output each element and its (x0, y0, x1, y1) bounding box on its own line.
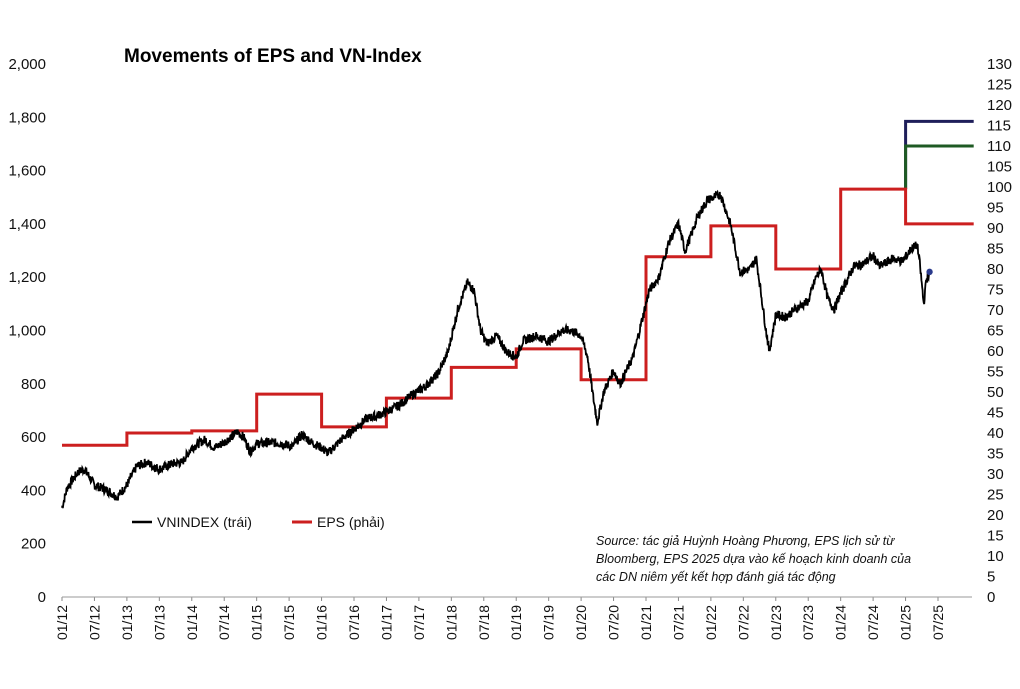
right-tick-label: 15 (987, 528, 1004, 545)
left-tick-label: 1,200 (8, 269, 46, 286)
x-tick-label: 07/21 (670, 605, 686, 640)
plot-area (61, 119, 974, 509)
right-tick-label: 50 (987, 384, 1004, 401)
left-tick-label: 1,000 (8, 323, 46, 340)
right-tick-label: 45 (987, 405, 1004, 422)
left-tick-label: 800 (21, 376, 46, 393)
left-tick-label: 400 (21, 482, 46, 499)
right-tick-label: 130 (987, 56, 1012, 73)
x-tick-label: 07/18 (476, 605, 492, 640)
x-tick-label: 07/22 (735, 605, 751, 640)
latest-point-marker (926, 268, 933, 276)
x-tick-label: 01/17 (378, 605, 394, 640)
right-tick-label: 125 (987, 77, 1012, 94)
x-tick-label: 01/19 (508, 605, 524, 640)
right-tick-label: 90 (987, 220, 1004, 237)
x-tick-label: 07/23 (800, 605, 816, 640)
right-tick-label: 95 (987, 200, 1004, 217)
series-line-vnindex (61, 189, 930, 509)
x-tick-label: 01/20 (573, 605, 589, 640)
x-tick-label: 01/25 (898, 605, 914, 640)
legend-label-eps: EPS (phải) (317, 514, 385, 530)
right-axis: 0 5 10 15 20 25 30 35 40 45 50 55 60 65 70 75 80 85 90 95 10… (987, 56, 1012, 606)
right-tick-label: 25 (987, 487, 1004, 504)
x-tick-label: 01/16 (314, 605, 330, 640)
right-tick-label: 0 (987, 589, 995, 606)
right-tick-label: 105 (987, 159, 1012, 176)
right-tick-label: 35 (987, 446, 1004, 463)
left-tick-label: 200 (21, 536, 46, 553)
legend: VNINDEX (trái) EPS (phải) (132, 514, 385, 530)
right-tick-label: 5 (987, 569, 995, 586)
right-tick-label: 120 (987, 97, 1012, 114)
x-tick-label: 07/15 (281, 605, 297, 640)
right-tick-label: 70 (987, 302, 1004, 319)
left-tick-label: 1,800 (8, 109, 46, 126)
x-tick-label: 07/16 (346, 605, 362, 640)
x-tick-label: 01/24 (833, 605, 849, 640)
right-tick-label: 20 (987, 507, 1004, 524)
left-tick-label: 0 (38, 589, 46, 606)
right-tick-label: 100 (987, 179, 1012, 196)
x-tick-label: 01/18 (443, 605, 459, 640)
source-note-line: Bloomberg, EPS 2025 dựa vào kế hoạch kin… (596, 552, 911, 566)
right-tick-label: 115 (987, 118, 1011, 135)
right-tick-label: 60 (987, 343, 1004, 360)
series-line-eps (904, 144, 974, 190)
right-tick-label: 110 (987, 138, 1011, 155)
left-tick-label: 1,600 (8, 163, 46, 180)
x-tick-label: 01/23 (768, 605, 784, 640)
x-tick-label: 01/12 (54, 605, 70, 640)
right-tick-label: 85 (987, 241, 1004, 258)
series-line-eps (62, 187, 974, 447)
left-tick-label: 2,000 (8, 56, 46, 73)
right-tick-label: 30 (987, 466, 1004, 483)
x-tick-label: 07/19 (541, 605, 557, 640)
right-tick-label: 75 (987, 282, 1004, 299)
x-axis: 01/12 07/12 01/13 07/13 01/14 07/14 01/15 07/15… (54, 596, 972, 640)
right-tick-label: 10 (987, 548, 1004, 565)
x-tick-label: 01/14 (184, 605, 200, 640)
x-tick-label: 07/14 (216, 605, 232, 640)
right-tick-label: 55 (987, 364, 1004, 381)
left-tick-label: 1,400 (8, 216, 46, 233)
x-tick-label: 07/20 (606, 605, 622, 640)
left-axis: 0 200 400 600 800 1,000 1,200 1,400 1,600 1,800 2,… (8, 56, 46, 606)
source-note-line: các DN niêm yết kết hợp đánh giá tác độn… (596, 570, 836, 584)
x-tick-label: 07/12 (86, 605, 102, 640)
right-tick-label: 80 (987, 261, 1004, 278)
right-tick-label: 40 (987, 425, 1004, 442)
x-tick-label: 01/13 (119, 605, 135, 640)
source-note: Source: tác giả Huỳnh Hoàng Phương, EPS … (596, 534, 911, 584)
x-tick-label: 01/22 (703, 605, 719, 640)
source-note-line: Source: tác giả Huỳnh Hoàng Phương, EPS … (596, 534, 895, 548)
x-tick-label: 01/15 (249, 605, 265, 640)
legend-label-vnindex: VNINDEX (trái) (157, 514, 252, 530)
x-tick-label: 07/17 (411, 605, 427, 640)
x-tick-label: 01/21 (638, 605, 654, 640)
x-tick-label: 07/13 (151, 605, 167, 640)
x-tick-label: 07/25 (930, 605, 946, 640)
chart-title: Movements of EPS and VN-Index (124, 46, 422, 67)
series-line-eps (904, 119, 974, 190)
left-tick-label: 600 (21, 429, 46, 446)
x-tick-label: 07/24 (865, 605, 881, 640)
right-tick-label: 65 (987, 323, 1004, 340)
